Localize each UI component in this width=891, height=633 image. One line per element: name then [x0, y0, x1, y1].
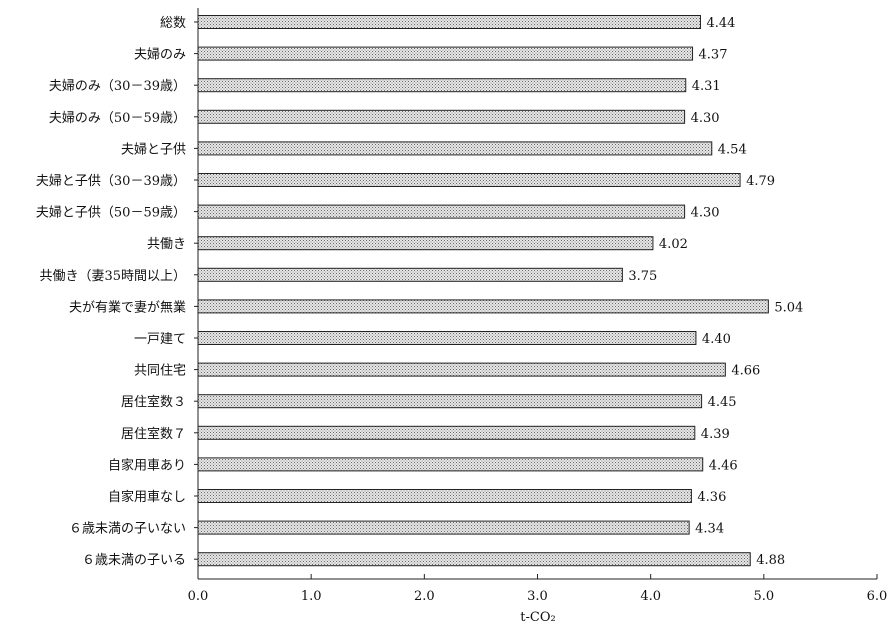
category-label: 居住室数７: [121, 426, 186, 442]
bar: [197, 299, 769, 314]
bar: [197, 331, 697, 345]
category-label: 共同住宅: [134, 364, 186, 379]
bar-value-label: 4.37: [699, 48, 728, 63]
bar: [197, 489, 692, 503]
bar-value-label: 4.66: [731, 364, 760, 379]
category-label: 夫婦のみ（50－59歳）: [49, 110, 186, 126]
category-label: 自家用車あり: [108, 457, 186, 473]
x-tick-label: 0.0: [188, 589, 209, 604]
bar-value-label: 4.30: [691, 206, 720, 221]
bar: [197, 15, 701, 29]
category-label: 夫婦と子供（30－39歳）: [36, 173, 186, 189]
bar: [197, 552, 751, 567]
category-label: 夫婦と子供（50－59歳）: [36, 205, 186, 221]
bar-value-label: 4.02: [659, 237, 688, 252]
category-label: 共働き（妻35時間以上）: [39, 269, 186, 284]
category-label: 夫が有業で妻が無業: [69, 299, 186, 315]
x-axis-title: t-CO₂: [520, 610, 555, 625]
category-label: 一戸建て: [134, 332, 186, 347]
bar: [197, 78, 687, 93]
category-label: 居住室数３: [121, 394, 186, 410]
bar: [197, 394, 703, 409]
bar-value-label: 4.44: [706, 16, 735, 31]
bar: [197, 173, 741, 187]
bar: [197, 425, 696, 440]
bar-value-label: 4.31: [692, 79, 721, 94]
bar-value-label: 4.40: [702, 332, 731, 347]
bar-value-label: 3.75: [628, 269, 657, 284]
category-label: 総数: [160, 16, 186, 31]
category-label: 夫婦のみ（30－39歳）: [49, 78, 186, 94]
bar-value-label: 4.88: [756, 553, 785, 568]
category-label: ６歳未満の子いない: [69, 522, 186, 537]
bar-value-label: 4.79: [746, 174, 775, 189]
bar: [197, 236, 654, 251]
axis-layer: 総数 4.44 夫婦のみ 4.37 夫婦のみ（30－39歳） 4.31 夫婦のみ（50－59…: [36, 8, 887, 604]
bar-value-label: 4.30: [691, 111, 720, 126]
bar: [197, 204, 686, 219]
category-label: ６歳未満の子いる: [82, 553, 186, 568]
bar-value-label: 4.39: [701, 427, 730, 442]
x-tick-label: 3.0: [527, 589, 548, 604]
bar-value-label: 4.34: [695, 522, 724, 537]
bars-layer: [197, 15, 769, 567]
bar: [197, 109, 686, 124]
category-label: 夫婦と子供: [121, 141, 186, 157]
x-tick-label: 2.0: [414, 589, 435, 604]
x-tick-label: 4.0: [640, 589, 661, 604]
category-label: 夫婦のみ: [134, 47, 186, 63]
bar-value-label: 4.46: [709, 458, 738, 473]
category-label: 自家用車なし: [108, 489, 186, 505]
bar-value-label: 4.36: [697, 490, 726, 505]
x-tick-label: 1.0: [301, 589, 322, 604]
bar: [197, 520, 690, 535]
bar: [197, 141, 713, 156]
bar-value-label: 5.04: [774, 300, 803, 315]
bar: [197, 457, 704, 472]
bar: [197, 46, 694, 61]
category-label: 共働き: [147, 237, 186, 252]
bar: [197, 267, 623, 282]
x-tick-label: 5.0: [753, 589, 774, 604]
bar: [197, 362, 726, 377]
bar-value-label: 4.54: [718, 142, 747, 157]
x-tick-label: 6.0: [867, 589, 888, 604]
bar-value-label: 4.45: [708, 395, 737, 410]
